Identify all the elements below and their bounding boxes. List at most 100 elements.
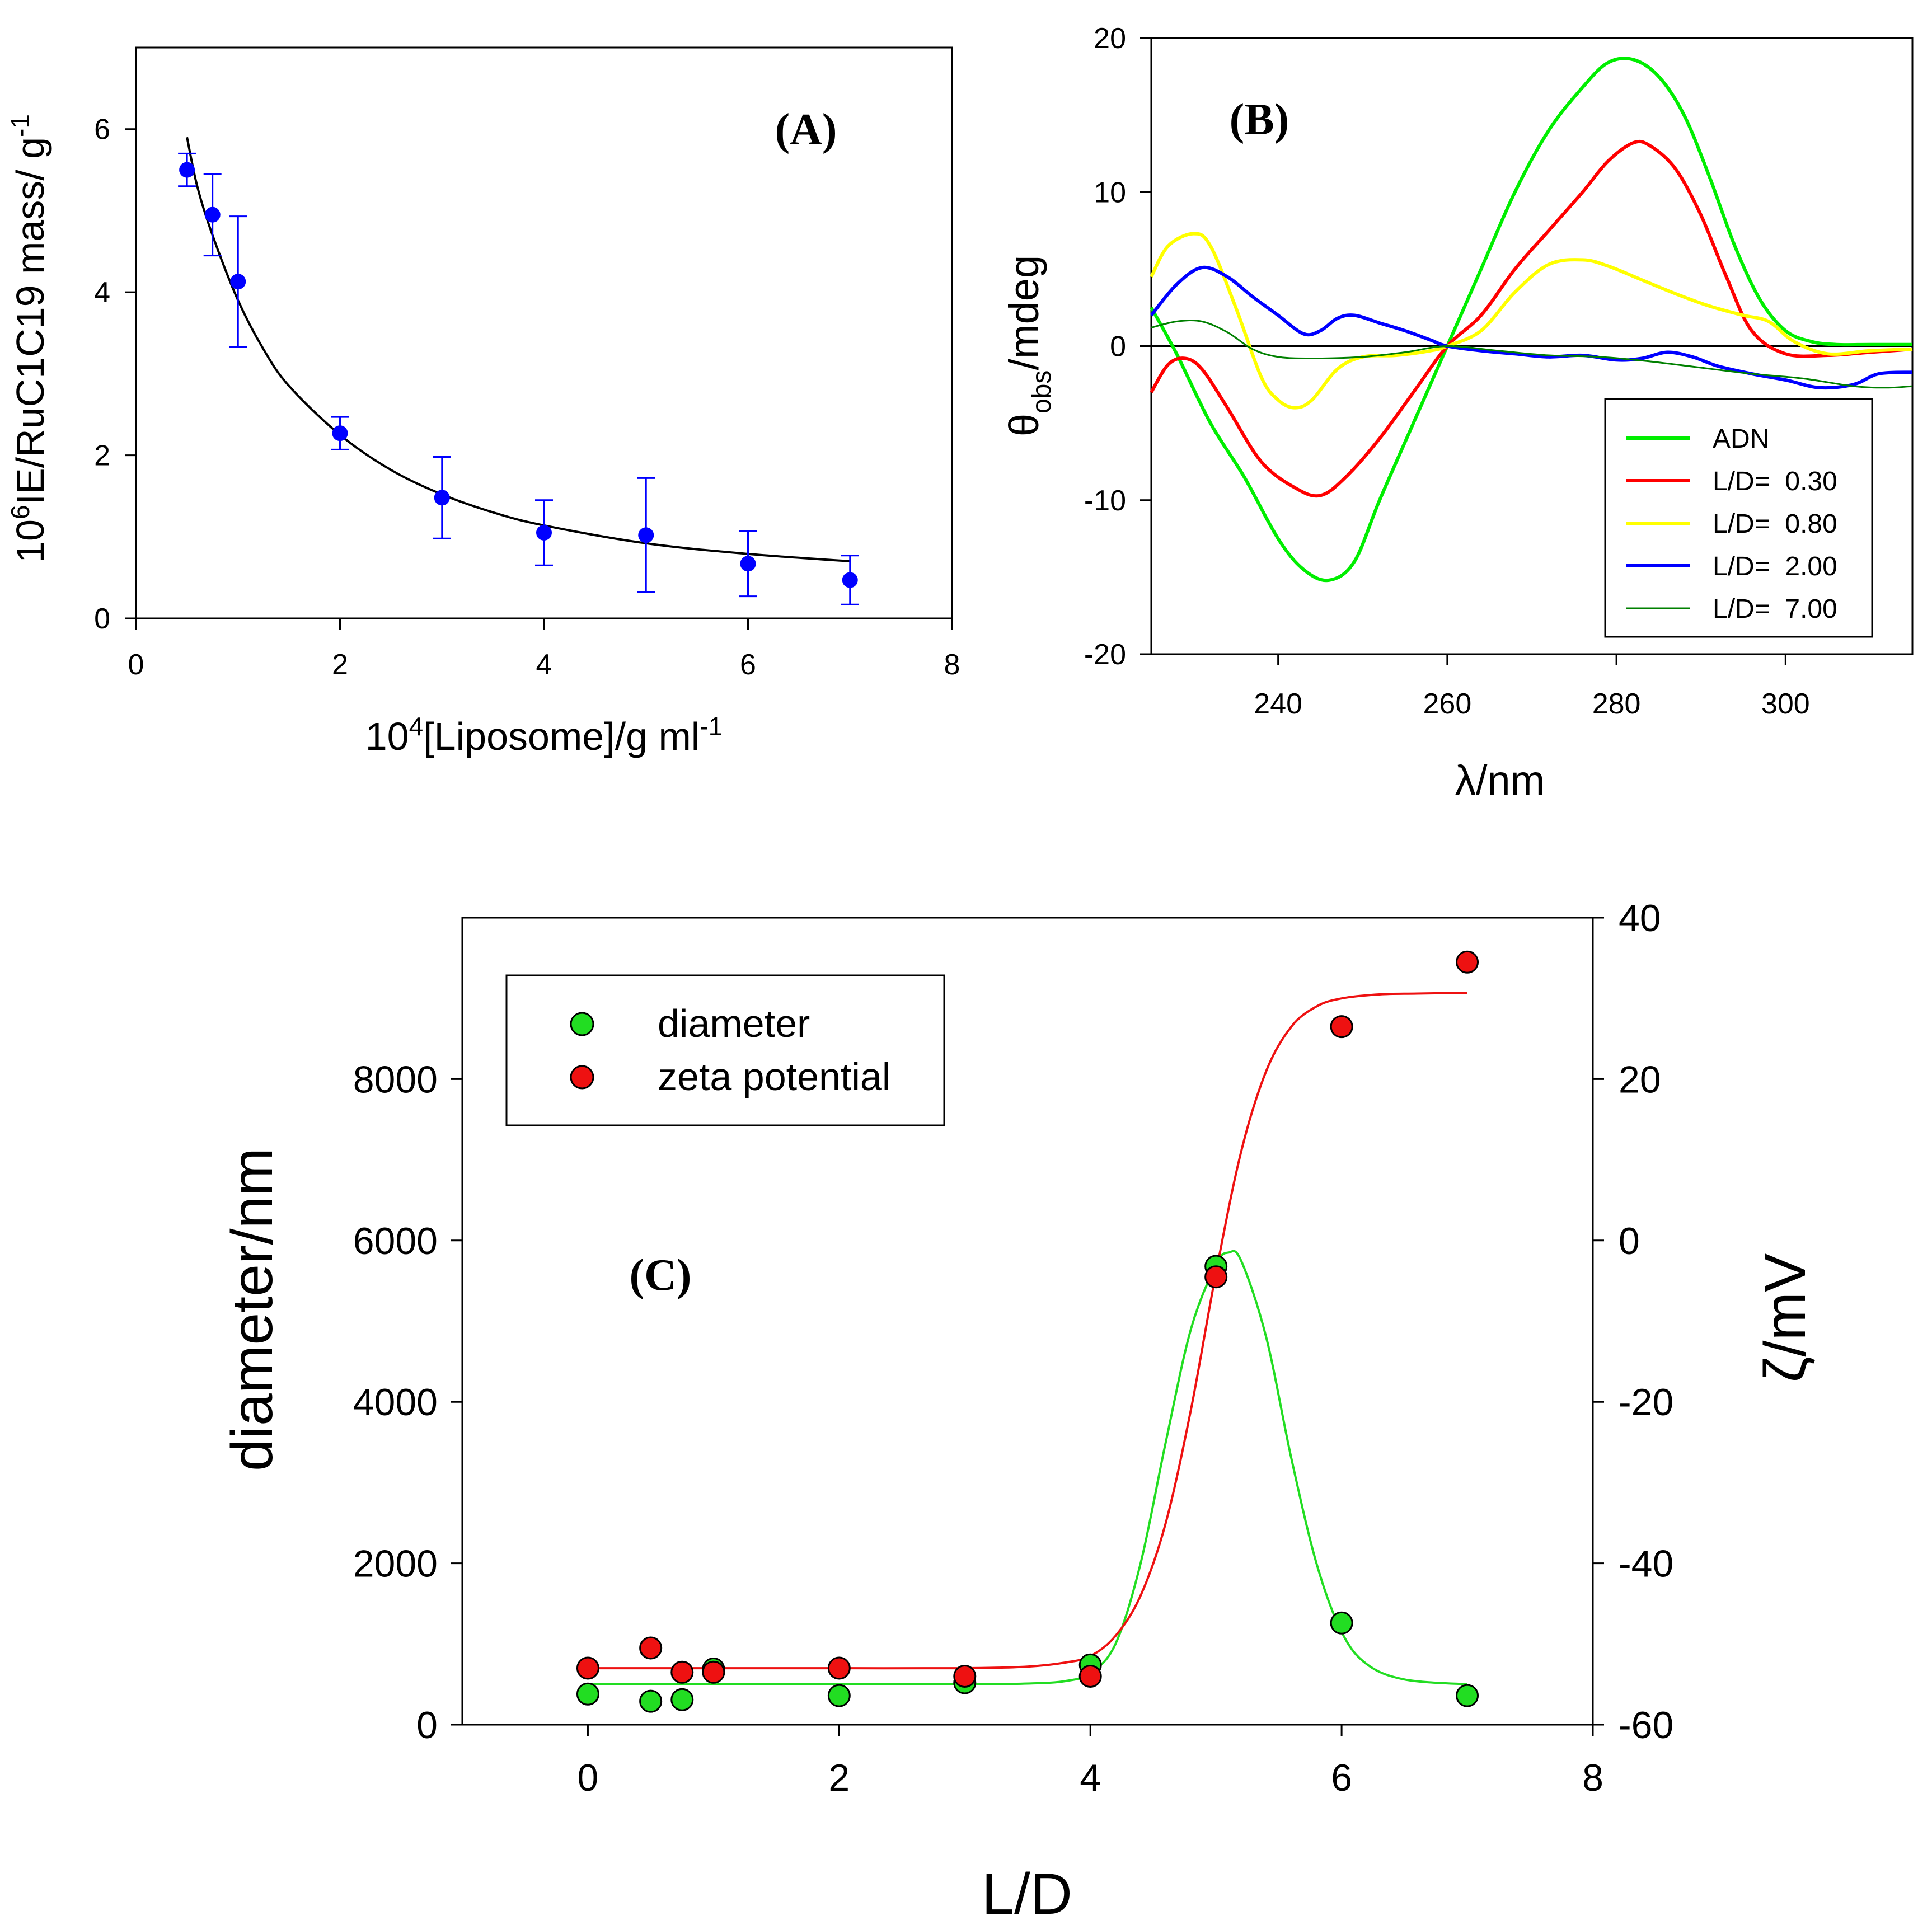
panel-a-x-tick-label: 0: [128, 649, 144, 681]
panel-c-fit-curve: [588, 992, 1467, 1670]
panel-c-data-point: [1078, 1664, 1102, 1688]
panel-c-data-point: [670, 1660, 694, 1684]
panel-a-data-point: [179, 162, 195, 178]
panel-c-ticks: 0 2 4 6 8 0 2000 4000 6000 8000 -60 -40 -20 0 20 40: [353, 897, 1674, 1799]
panel-c-legend-box: [505, 974, 945, 1126]
panel-c-x-tick-label: 2: [828, 1757, 850, 1799]
panel-c-y-tick-label: 0: [416, 1704, 438, 1746]
panel-a-points: [178, 152, 859, 605]
panel-c-y2-tick-label: 20: [1619, 1058, 1661, 1101]
panel-c-data-point: [576, 1656, 599, 1680]
panel-c-fit-curve: [588, 1250, 1467, 1685]
panel-c-y-axis-label: diameter/nm: [220, 1148, 285, 1471]
panel-b-series-line: [1150, 232, 1913, 410]
panel-a-y-tick-label: 4: [94, 276, 110, 309]
panel-a-y-tick-label: 6: [94, 114, 110, 146]
panel-c-y2-tick-label: 40: [1619, 897, 1661, 940]
panel-a-data-point: [204, 206, 221, 223]
panel-a-data-point: [230, 274, 246, 290]
panel-c-data-point: [1456, 950, 1479, 974]
panel-a-y-axis-label: 106IE/RuC1C19 mass/ g-1: [6, 114, 52, 563]
panel-a-x-tick-label: 2: [332, 649, 348, 681]
panel-c: 0 2 4 6 8 0 2000 4000 6000 8000 -60 -40 -20 0 20 40 (C)…: [220, 897, 1818, 1925]
panel-a-data-point: [434, 490, 450, 506]
panel-b-x-tick-label: 280: [1592, 688, 1641, 720]
panel-a-ticks: 0 2 4 6 8 0 2 4 6: [94, 114, 960, 681]
legend-marker-zeta: [570, 1065, 594, 1090]
panel-c-legend: diameter zeta potential: [505, 974, 945, 1126]
panel-b-legend-items: ADN L/D= 0.30 L/D= 0.80 L/D= 2.00 L/D= 7.00: [1626, 424, 1837, 624]
panel-b-x-tick-label: 260: [1423, 688, 1472, 720]
panel-c-y2-tick-label: -20: [1619, 1381, 1673, 1424]
panel-c-data-point: [827, 1656, 851, 1680]
panel-a-x-axis-label: 104[Liposome]/g ml-1: [365, 712, 723, 758]
panel-a-x-tick-label: 8: [944, 649, 960, 681]
panel-a-y-tick-label: 2: [94, 440, 110, 472]
panel-b-lines: [1150, 57, 1913, 583]
panel-b-x-tick-label: 240: [1254, 688, 1302, 720]
panel-b-legend-label: L/D= 0.30: [1713, 467, 1837, 496]
panel-a-x-tick-label: 6: [740, 649, 756, 681]
panel-b-legend-label: L/D= 7.00: [1713, 594, 1837, 624]
panel-c-y-tick-label: 6000: [353, 1220, 438, 1262]
panel-c-data-point: [639, 1689, 663, 1713]
panel-c-y-tick-label: 8000: [353, 1058, 438, 1101]
panel-a-fit-curve: [186, 137, 850, 562]
panel-a-y-tick-label: 0: [94, 603, 110, 635]
panel-b-y-axis-label: θobs/mdeg: [1001, 255, 1057, 436]
panel-b-y-tick-label: 10: [1094, 176, 1126, 209]
panel-b-y-tick-label: -10: [1084, 485, 1126, 517]
panel-c-y-tick-label: 4000: [353, 1381, 438, 1424]
panel-c-y-tick-label: 2000: [353, 1543, 438, 1585]
panel-a-data-point: [842, 572, 858, 588]
panel-b-legend-label: L/D= 0.80: [1713, 509, 1837, 539]
panel-a-x-tick-label: 4: [536, 649, 552, 681]
panel-a: 0 2 4 6 8 0 2 4 6 (A) 104[Liposome]/g ml-1 106IE…: [6, 46, 960, 758]
panel-b-series-line: [1150, 139, 1913, 498]
panel-c-frame: [461, 917, 1594, 1726]
panel-c-data-point: [639, 1636, 663, 1660]
panel-c-data-point: [827, 1684, 851, 1707]
panel-b-legend: ADN L/D= 0.30 L/D= 0.80 L/D= 2.00 L/D= 7.00: [1604, 398, 1873, 638]
panel-b-y-tick-label: 0: [1110, 331, 1126, 363]
panel-a-data-point: [536, 525, 552, 541]
panel-c-data-point: [670, 1688, 694, 1711]
legend-label-diameter: diameter: [658, 1002, 810, 1045]
panel-c-data-point: [953, 1664, 977, 1688]
panel-b-legend-label: L/D= 2.00: [1713, 552, 1837, 581]
panel-b-ticks: 240 260 280 300 -20 -10 0 10 20: [1084, 22, 1912, 720]
panel-a-data-point: [638, 527, 654, 543]
panel-c-data-point: [1204, 1265, 1228, 1289]
panel-b-series-line: [1150, 57, 1912, 583]
panel-c-data-point: [1456, 1684, 1479, 1707]
panel-c-y2-tick-label: -40: [1619, 1543, 1673, 1585]
panel-b-y-tick-label: 20: [1094, 22, 1126, 55]
panel-c-x-tick-label: 4: [1080, 1757, 1101, 1799]
panel-c-data-point: [1330, 1015, 1353, 1039]
panel-c-data-point: [576, 1682, 599, 1706]
panel-c-x-tick-label: 0: [578, 1757, 599, 1799]
panel-c-data-point: [702, 1660, 725, 1684]
panel-c-x-tick-label: 8: [1582, 1757, 1603, 1799]
panel-b-legend-label: ADN: [1713, 424, 1769, 454]
panel-c-x-axis-label: L/D: [982, 1862, 1072, 1925]
panel-c-y2-axis-label: ζ/mV: [1753, 1253, 1818, 1383]
panel-c-y2-tick-label: 0: [1619, 1220, 1640, 1262]
panel-a-fit: [186, 137, 850, 562]
panel-a-data-point: [332, 425, 348, 442]
panel-b: 240 260 280 300 -20 -10 0 10 20 (B) λ/nm θobs/md…: [1001, 22, 1914, 804]
panel-b-series-line: [1150, 265, 1913, 390]
panel-b-x-tick-label: 300: [1761, 688, 1810, 720]
panel-b-y-tick-label: -20: [1084, 638, 1126, 671]
panel-b-series-line: [1151, 320, 1913, 389]
panel-a-data-point: [740, 556, 756, 572]
panel-c-y2-tick-label: -60: [1619, 1704, 1673, 1746]
panel-b-x-axis-label: λ/nm: [1455, 757, 1545, 804]
panel-b-label: (B): [1230, 95, 1289, 144]
panel-c-x-tick-label: 6: [1331, 1757, 1352, 1799]
legend-label-zeta: zeta potential: [658, 1055, 890, 1098]
panel-c-label: (C): [629, 1251, 691, 1300]
panel-c-points: [576, 950, 1479, 1713]
legend-marker-diameter: [570, 1012, 594, 1036]
